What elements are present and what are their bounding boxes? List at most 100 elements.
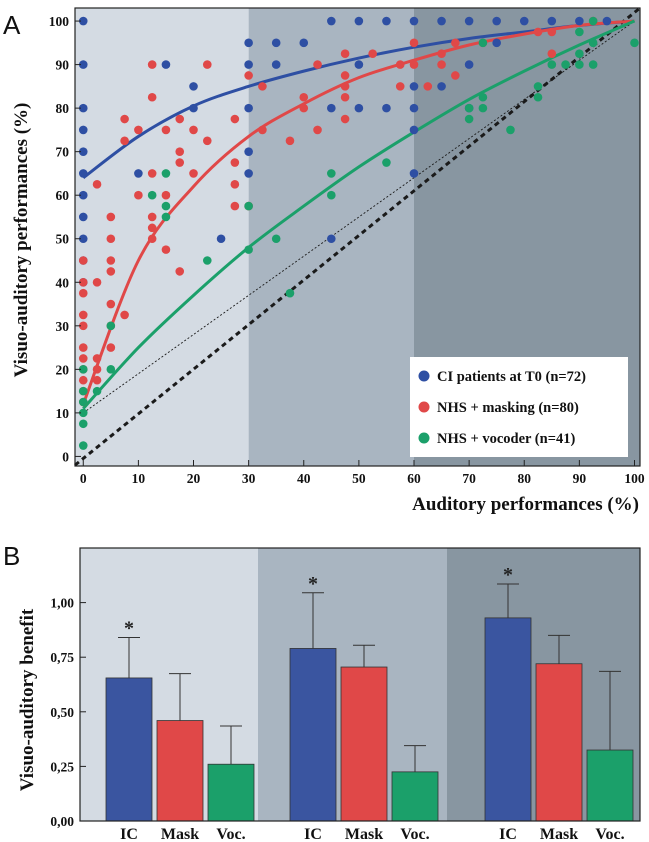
data-point-series-2 <box>148 224 157 233</box>
data-point-series-2 <box>175 267 184 276</box>
data-point-series-2 <box>93 180 102 189</box>
data-point-series-3 <box>272 234 281 243</box>
y-tick-label: 10 <box>56 406 70 421</box>
data-point-series-1 <box>244 60 253 69</box>
data-point-series-2 <box>79 343 88 352</box>
data-point-series-1 <box>575 17 584 26</box>
data-point-series-1 <box>299 39 308 48</box>
data-point-series-2 <box>313 126 322 135</box>
data-point-series-2 <box>341 71 350 80</box>
bar-mask-group-2 <box>341 667 387 821</box>
data-point-series-2 <box>423 82 432 91</box>
x-tick-label: 70 <box>462 471 476 486</box>
x-tick-label: 30 <box>242 471 256 486</box>
data-point-series-1 <box>520 17 529 26</box>
panel-a-letter: A <box>3 10 21 40</box>
data-point-series-3 <box>630 39 639 48</box>
data-point-series-2 <box>175 115 184 124</box>
data-point-series-2 <box>120 115 129 124</box>
data-point-series-2 <box>79 311 88 320</box>
category-label: IC <box>499 826 517 842</box>
data-point-series-2 <box>189 169 198 178</box>
data-point-series-3 <box>575 28 584 37</box>
y-tick-label: 1,00 <box>50 596 74 611</box>
legend-label-series-3: NHS + vocoder (n=41) <box>437 431 575 447</box>
bar-voc-group-1 <box>208 764 254 821</box>
data-point-series-2 <box>451 39 460 48</box>
bar-mask-group-3 <box>536 664 582 821</box>
data-point-series-2 <box>148 213 157 222</box>
data-point-series-1 <box>355 60 364 69</box>
significance-star: * <box>308 573 318 595</box>
category-label: IC <box>304 826 322 842</box>
data-point-series-2 <box>107 343 116 352</box>
data-point-series-2 <box>107 267 116 276</box>
data-point-series-3 <box>327 169 336 178</box>
data-point-series-2 <box>120 311 129 320</box>
data-point-series-2 <box>107 256 116 265</box>
data-point-series-2 <box>203 60 212 69</box>
panel-b-y-axis-title: Visuo-auditory benefit <box>17 608 38 791</box>
data-point-series-2 <box>534 28 543 37</box>
panel-a-legend: CI patients at T0 (n=72)NHS + masking (n… <box>410 357 628 457</box>
data-point-series-3 <box>286 289 295 298</box>
data-point-series-2 <box>341 93 350 102</box>
x-tick-label: 60 <box>407 471 421 486</box>
category-label: Voc. <box>595 826 624 842</box>
data-point-series-3 <box>575 60 584 69</box>
data-point-series-3 <box>534 82 543 91</box>
legend-marker-series-1 <box>419 371 430 382</box>
data-point-series-3 <box>203 256 212 265</box>
data-point-series-2 <box>231 180 240 189</box>
data-point-series-3 <box>79 419 88 428</box>
data-point-series-2 <box>93 354 102 363</box>
data-point-series-2 <box>368 49 377 58</box>
data-point-series-2 <box>410 39 419 48</box>
data-point-series-3 <box>534 93 543 102</box>
category-label: Mask <box>540 826 578 842</box>
data-point-series-1 <box>465 60 474 69</box>
data-point-series-3 <box>148 191 157 200</box>
bar-mask-group-1 <box>157 721 203 821</box>
y-tick-label: 60 <box>56 188 70 203</box>
data-point-series-2 <box>203 136 212 145</box>
data-point-series-3 <box>107 322 116 331</box>
category-label: Mask <box>345 826 383 842</box>
data-point-series-2 <box>93 365 102 374</box>
y-tick-label: 0,75 <box>50 650 74 665</box>
data-point-series-2 <box>93 278 102 287</box>
data-point-series-2 <box>299 104 308 113</box>
data-point-series-1 <box>189 82 198 91</box>
data-point-series-1 <box>217 234 226 243</box>
x-tick-label: 90 <box>573 471 587 486</box>
data-point-series-2 <box>299 93 308 102</box>
category-label: IC <box>120 826 138 842</box>
data-point-series-2 <box>107 213 116 222</box>
data-point-series-2 <box>244 71 253 80</box>
data-point-series-2 <box>313 60 322 69</box>
bar-ic-group-1 <box>106 678 152 821</box>
data-point-series-1 <box>492 17 501 26</box>
data-point-series-1 <box>548 17 557 26</box>
data-point-series-2 <box>189 126 198 135</box>
data-point-series-2 <box>341 49 350 58</box>
data-point-series-2 <box>79 376 88 385</box>
data-point-series-2 <box>148 169 157 178</box>
y-tick-label: 70 <box>56 145 70 160</box>
legend-marker-series-3 <box>419 433 430 444</box>
panel-a-x-axis-title: Auditory performances (%) <box>412 494 639 515</box>
data-point-series-3 <box>589 39 598 48</box>
y-tick-label: 90 <box>56 58 70 73</box>
y-tick-label: 80 <box>56 101 70 116</box>
bar-ic-group-3 <box>485 618 531 821</box>
data-point-series-1 <box>437 17 446 26</box>
data-point-series-3 <box>382 158 391 167</box>
data-point-series-3 <box>548 60 557 69</box>
category-label: Mask <box>161 826 199 842</box>
data-point-series-2 <box>231 158 240 167</box>
data-point-series-2 <box>162 191 171 200</box>
data-point-series-2 <box>437 49 446 58</box>
data-point-series-3 <box>93 387 102 396</box>
x-tick-label: 20 <box>187 471 201 486</box>
